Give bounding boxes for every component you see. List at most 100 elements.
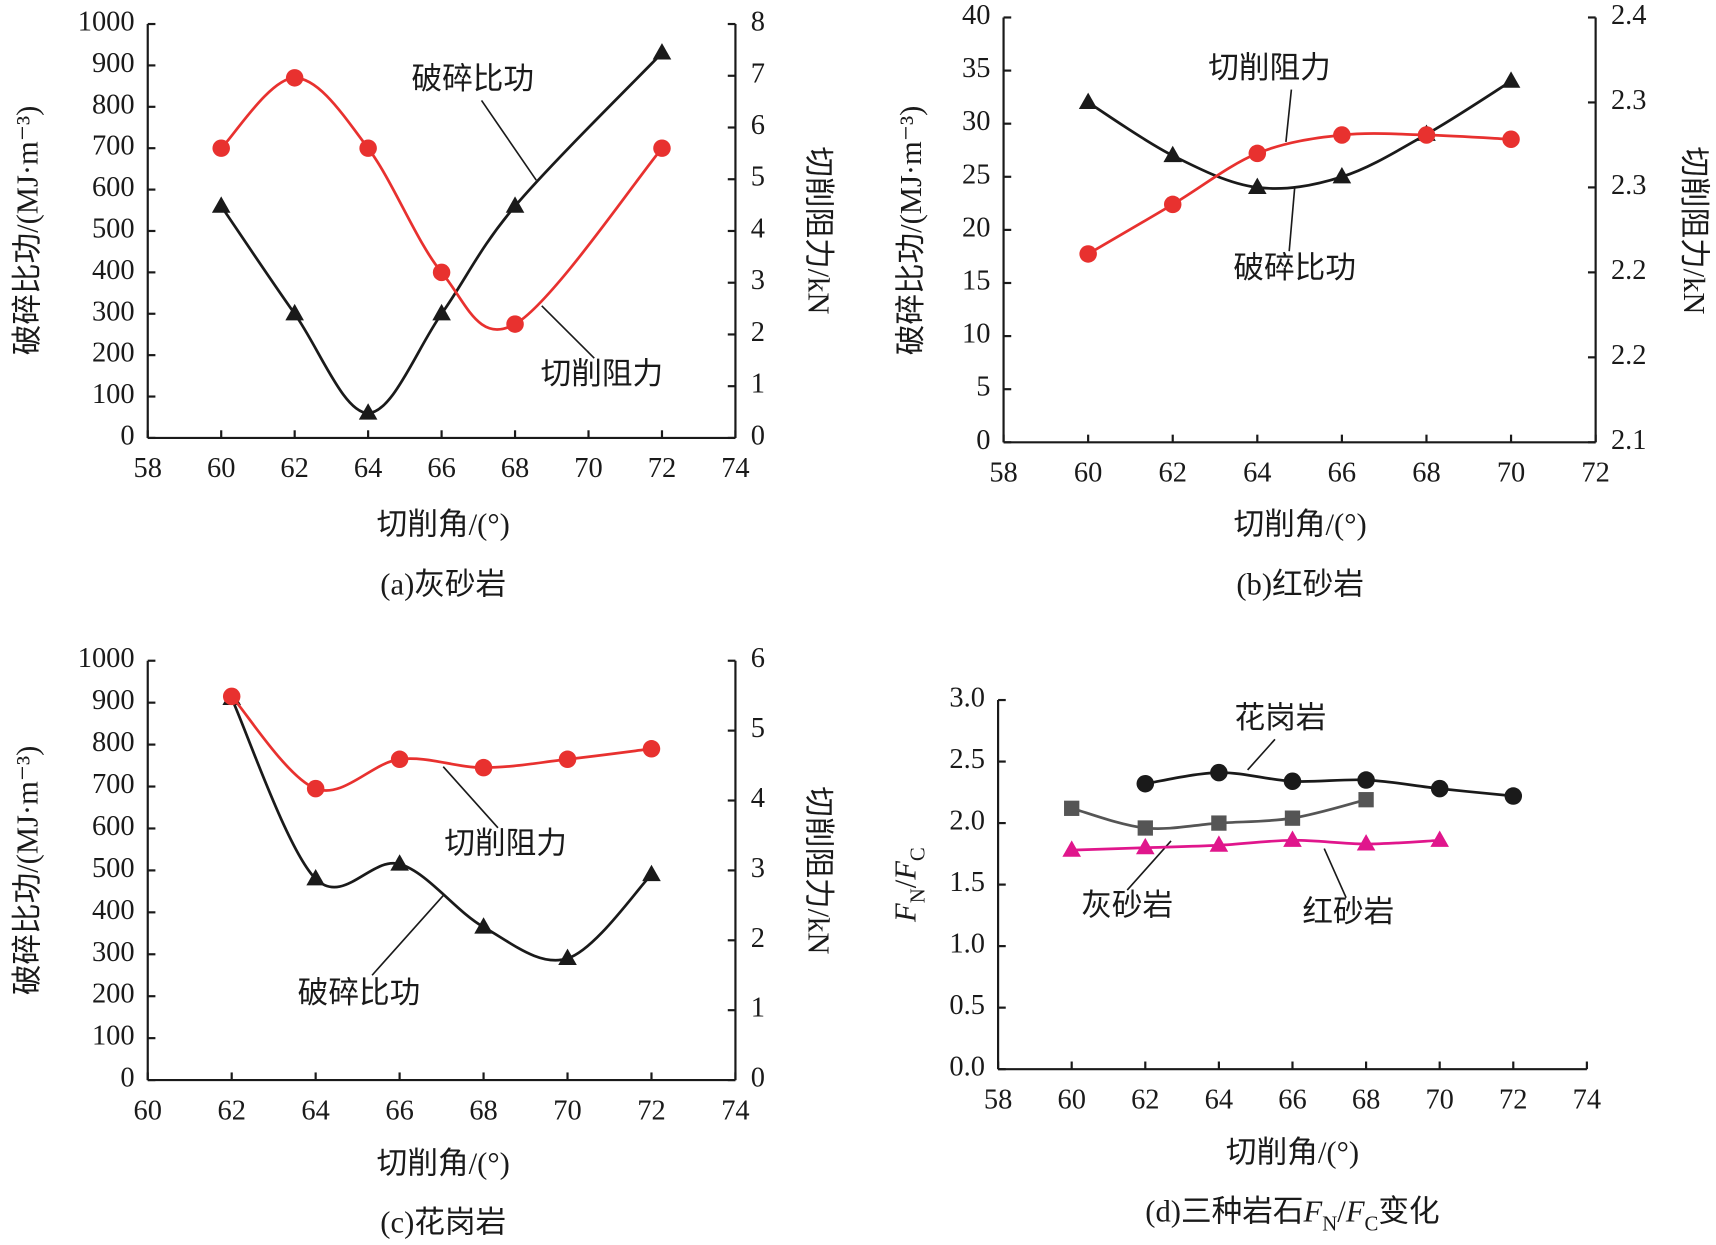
y-tick-label: 0: [120, 1063, 134, 1094]
series-line: [220, 52, 663, 415]
caption: (b)红砂岩: [1236, 568, 1364, 602]
x-tick-label: 72: [648, 453, 676, 484]
marker: [285, 69, 304, 87]
caption-part: /: [1337, 1194, 1346, 1228]
y-tick-label: 200: [92, 338, 135, 369]
y-axis-label: FN/FC: [888, 847, 929, 923]
y2-tick-label: 4: [751, 214, 765, 245]
caption: (c)花岗岩: [380, 1205, 506, 1239]
y-tick-label: 100: [92, 379, 135, 410]
y-tick-label: 500: [92, 214, 135, 245]
y-tick-label: 800: [92, 727, 135, 758]
marker: [1283, 772, 1302, 790]
y-axis-label: 破碎比功/(MJ·m⁻³): [894, 106, 928, 356]
panel: 58 60 62 64 66 68 70 72 0 5 10 15 20 25 30 35 40 2.1 2.2 2.…: [894, 0, 1711, 602]
x-tick-label: 64: [1205, 1084, 1233, 1115]
marker: [1210, 763, 1228, 782]
series-annotation: 红砂岩: [1302, 895, 1394, 929]
caption-part: (d)三种岩石: [1145, 1194, 1303, 1228]
marker: [1136, 774, 1155, 793]
y2-tick-label: 3: [751, 265, 765, 296]
x-tick-label: 62: [1159, 458, 1187, 489]
y2-tick-label: 2.3: [1611, 170, 1647, 201]
x-tick-label: 66: [427, 453, 455, 484]
x-tick-label: 74: [721, 453, 749, 484]
marker: [1163, 145, 1183, 163]
y2-tick-label: 3: [751, 853, 765, 884]
x-tick-label: 60: [207, 453, 235, 484]
y-tick-label: 200: [92, 979, 135, 1010]
caption: (d)三种岩石FN/FC变化: [1145, 1194, 1439, 1235]
x-tick-label: 62: [280, 453, 308, 484]
y-tick-label: 0: [976, 425, 990, 456]
figure-group: 58 60 62 64 66 68 70 72 740100200300400500600700…: [11, 0, 1711, 1239]
marker: [1211, 815, 1227, 831]
marker: [222, 687, 241, 706]
marker: [1064, 800, 1080, 816]
series-line: [1087, 132, 1512, 256]
x-tick-label: 74: [1573, 1084, 1601, 1115]
y2-tick-label: 6: [751, 643, 765, 674]
y-tick-label: 500: [92, 853, 135, 884]
marker: [1078, 92, 1098, 109]
y-axis-label-part: /: [888, 879, 922, 888]
y-axis-label-part: C: [907, 847, 930, 861]
annotation-leader: [1288, 187, 1296, 252]
y2-tick-label: 2.2: [1611, 255, 1647, 286]
caption-part: C: [1365, 1213, 1379, 1236]
y-tick-label: 1000: [78, 643, 135, 674]
y-tick-label: 400: [92, 255, 135, 286]
x-tick-label: 66: [385, 1095, 413, 1126]
marker: [1079, 245, 1097, 263]
marker: [1333, 126, 1351, 144]
y-tick-label: 0: [120, 420, 134, 451]
y-tick-label: 30: [962, 106, 990, 137]
y2-tick-label: 5: [751, 162, 765, 193]
y2-axis-label: 切削阻力/kN: [1677, 146, 1711, 314]
panel: 58 60 62 64 66 68 70 72 74 0.0 0.5 1.0 1.5 2.0 2.5 3.0 切…: [888, 683, 1601, 1236]
marker: [1283, 830, 1302, 847]
marker: [1417, 126, 1436, 144]
y-tick-label: 0.0: [949, 1052, 985, 1083]
y2-tick-label: 6: [751, 110, 765, 141]
x-tick-label: 64: [1243, 458, 1271, 489]
y-tick-label: 700: [92, 769, 135, 800]
marker: [1248, 144, 1267, 163]
marker: [211, 196, 231, 213]
annotation-leader: [371, 894, 444, 976]
series-line: [1145, 771, 1514, 798]
y-tick-label: 5: [976, 372, 990, 403]
x-tick-label: 58: [989, 458, 1017, 489]
series-annotation: 破碎比功: [298, 976, 421, 1010]
marker: [558, 750, 577, 769]
series-line: [220, 76, 664, 331]
annotation-leader: [1126, 840, 1172, 891]
x-axis-label: 切削角/(°): [377, 1146, 510, 1180]
x-axis-label: 切削角/(°): [377, 508, 510, 542]
y-axis-label: 破碎比功/(MJ·m⁻³): [11, 106, 45, 356]
series-annotation: 花岗岩: [1234, 701, 1326, 735]
marker: [1135, 837, 1155, 855]
x-tick-label: 68: [501, 453, 529, 484]
marker: [1248, 177, 1267, 194]
marker: [390, 854, 409, 871]
marker: [1358, 792, 1374, 808]
y-tick-label: 1.5: [949, 867, 985, 898]
x-tick-label: 66: [1278, 1084, 1306, 1115]
marker: [358, 403, 378, 420]
marker: [1501, 71, 1521, 88]
y2-tick-label: 0: [751, 1063, 765, 1094]
caption-part: 变化: [1378, 1194, 1439, 1228]
annotation-leader: [1285, 89, 1293, 143]
y2-axis-label: 切削阻力/kN: [801, 786, 835, 954]
y-tick-label: 900: [92, 685, 135, 716]
marker: [653, 139, 671, 157]
x-tick-label: 70: [1425, 1084, 1453, 1115]
x-tick-label: 68: [469, 1095, 497, 1126]
marker: [1430, 830, 1449, 847]
marker: [1332, 166, 1352, 184]
y-tick-label: 40: [962, 0, 990, 31]
y-tick-label: 800: [92, 89, 135, 120]
marker: [1356, 834, 1376, 851]
